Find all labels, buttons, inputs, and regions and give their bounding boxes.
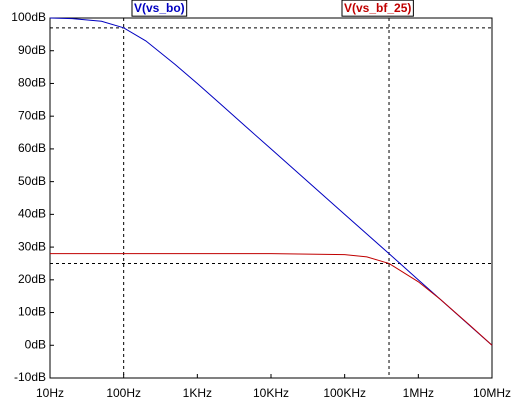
y-tick-label: -10dB (14, 370, 46, 384)
y-tick-label: 60dB (18, 141, 46, 155)
y-tick-label: 0dB (25, 337, 46, 351)
legend-box (131, 0, 188, 17)
x-tick-label: 100Hz (106, 386, 141, 400)
x-tick-label: 10MHz (473, 386, 511, 400)
y-tick-label: 40dB (18, 207, 46, 221)
x-tick-label: 100KHz (323, 386, 366, 400)
y-tick-label: 10dB (18, 305, 46, 319)
series-line (49, 17, 493, 346)
x-tick-label: 10KHz (253, 386, 289, 400)
series-line (50, 253, 493, 346)
y-tick-label: 20dB (18, 272, 46, 286)
x-tick-label: 1MHz (403, 386, 434, 400)
y-tick-label: 80dB (18, 76, 46, 90)
y-tick-label: 50dB (18, 174, 46, 188)
y-tick-label: 70dB (18, 108, 46, 122)
legend-label: V(vs_bf_25) (344, 1, 411, 15)
legend-box (341, 0, 414, 17)
legend-label: V(vs_bo) (134, 1, 185, 15)
y-tick-label: 90dB (18, 43, 46, 57)
y-tick-label: 30dB (18, 239, 46, 253)
y-tick-label: 100dB (11, 10, 46, 24)
x-tick-label: 10Hz (36, 386, 64, 400)
x-tick-label: 1KHz (183, 386, 212, 400)
plot-frame (49, 17, 493, 379)
